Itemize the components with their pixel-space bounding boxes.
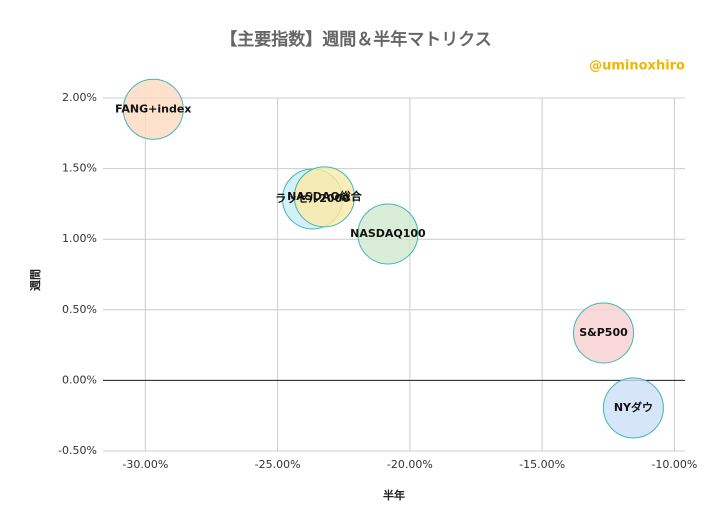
y-tick-label: 1.00% <box>62 232 97 245</box>
bubble-label: FANG+index <box>115 102 191 115</box>
bubble-label: NYダウ <box>614 400 653 414</box>
bubble-label: ラッセル2000 <box>275 192 350 205</box>
y-axis-label: 週間 <box>28 269 42 291</box>
bubble <box>573 302 635 364</box>
bubble <box>602 377 664 439</box>
chart-subtitle: @uminoxhiro <box>589 59 685 74</box>
y-tick-label: -0.50% <box>58 444 97 457</box>
bubble-label: NASDAQ100 <box>350 227 426 240</box>
bubble <box>357 203 419 265</box>
x-tick-label: -25.00% <box>255 458 301 471</box>
bubble <box>122 78 184 140</box>
y-tick-label: 0.50% <box>62 303 97 316</box>
x-tick-label: -10.00% <box>651 458 697 471</box>
y-tick-label: 1.50% <box>62 162 97 175</box>
bubble-label: NASDAQ総合 <box>287 189 363 203</box>
bubble <box>293 166 355 228</box>
y-tick-label: 0.00% <box>62 373 97 386</box>
x-tick-label: -30.00% <box>122 458 168 471</box>
x-tick-label: -15.00% <box>519 458 565 471</box>
x-tick-label: -20.00% <box>387 458 433 471</box>
x-axis-label: 半年 <box>383 488 405 502</box>
y-tick-label: 2.00% <box>62 91 97 104</box>
bubble-label: S&P500 <box>579 326 628 339</box>
chart-title: 【主要指数】週間＆半年マトリクス <box>220 29 492 50</box>
